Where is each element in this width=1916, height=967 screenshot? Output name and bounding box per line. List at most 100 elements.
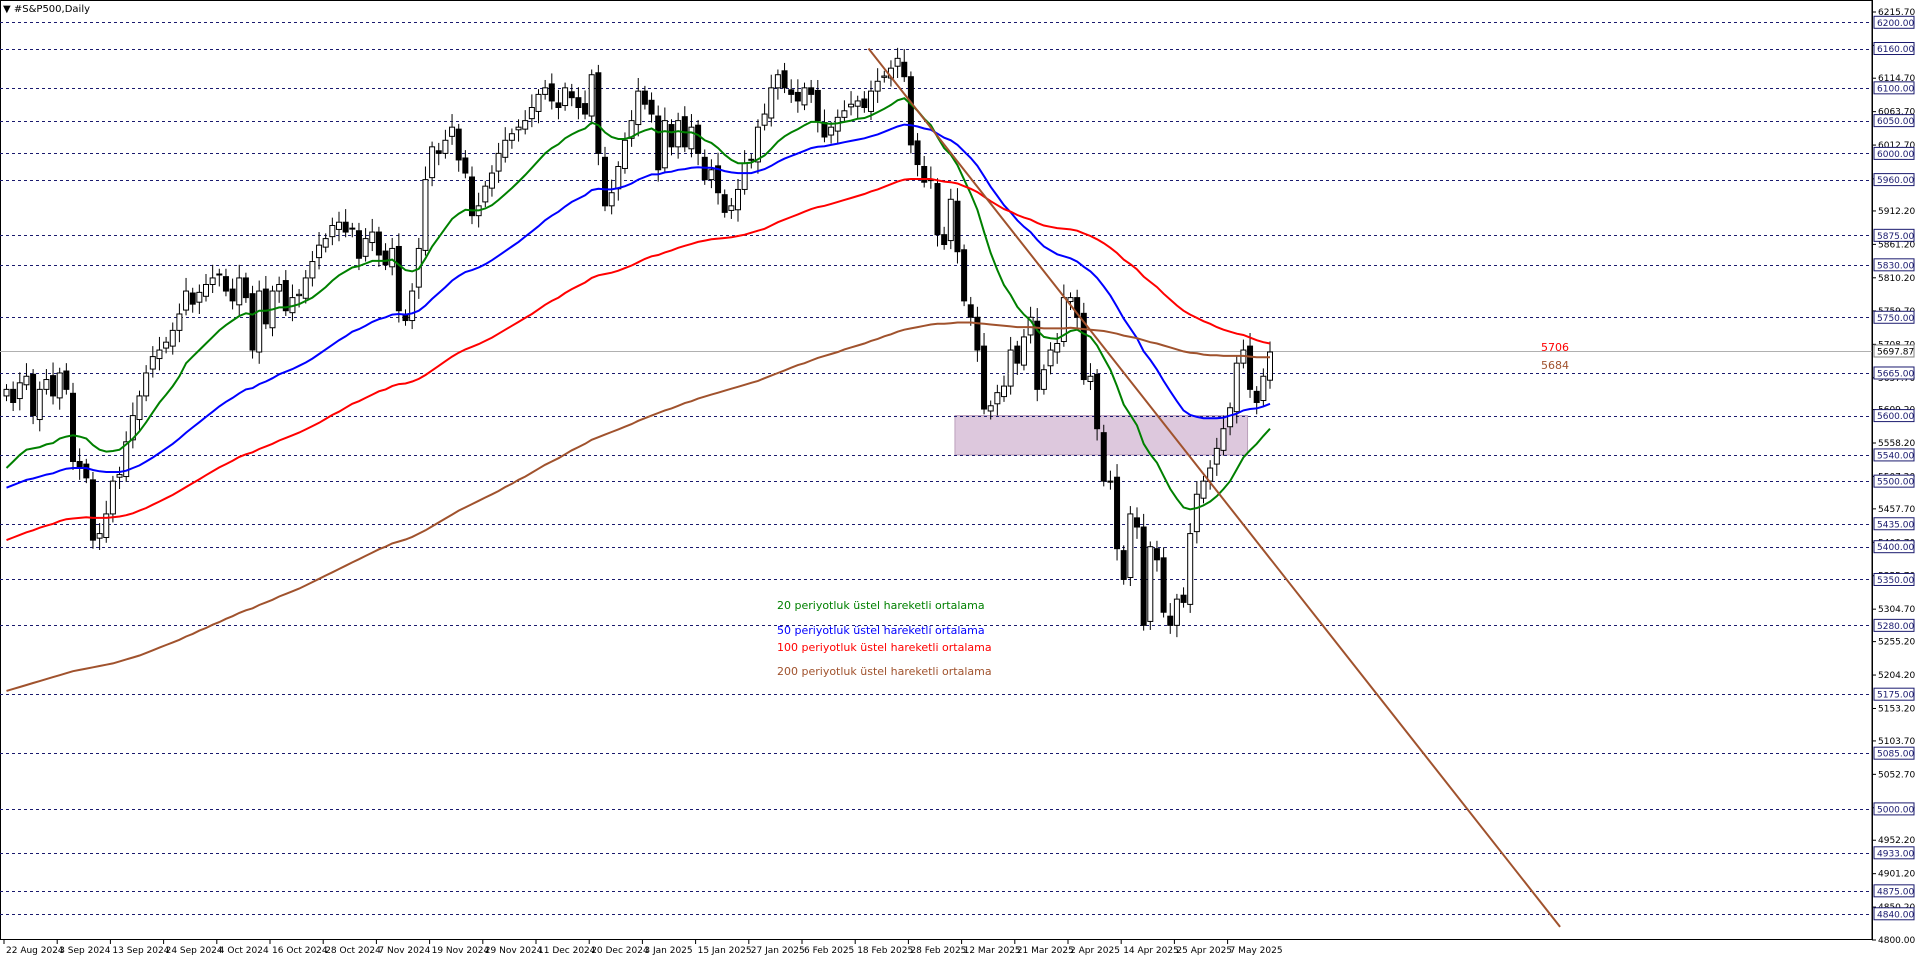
candle-body (921, 166, 928, 183)
candle-body (941, 234, 948, 246)
candle-body (801, 87, 808, 106)
candle-body (754, 126, 761, 163)
candle-body (1054, 342, 1061, 353)
price-tick-label: 5304.70 (1878, 605, 1915, 615)
candle-body (1220, 428, 1227, 451)
level-price-label-box (1873, 409, 1915, 423)
candle-body (309, 261, 316, 279)
level-price-label: 5500.00 (1877, 478, 1914, 488)
candle-body (621, 139, 628, 169)
candle-body (149, 356, 156, 370)
candle-body (1193, 493, 1200, 533)
price-tick-label: 5558.20 (1878, 439, 1915, 449)
candle-body (881, 75, 888, 78)
candle-body (894, 57, 901, 67)
time-tick-label: 22 Aug 2024 (6, 946, 64, 956)
candle-body (1080, 312, 1087, 381)
candle-body (808, 87, 815, 95)
time-tick-label: 6 Feb 2025 (804, 946, 854, 956)
level-price-label-box (1873, 228, 1915, 242)
price-tick-label: 5457.70 (1878, 505, 1915, 515)
candle-body (10, 388, 17, 403)
candle-body (43, 379, 50, 390)
candle-body (954, 200, 961, 253)
candle-body (1247, 345, 1254, 390)
price-tick-label: 6114.70 (1878, 74, 1915, 84)
candle-body (548, 83, 555, 102)
level-price-label: 6200.00 (1877, 19, 1914, 29)
candle-body (1040, 369, 1047, 390)
price-tick-label: 5204.20 (1878, 671, 1915, 681)
price-tick-label: 4952.20 (1878, 836, 1915, 846)
triangle-down-icon[interactable]: ▼ (3, 4, 11, 15)
candle-body (216, 273, 223, 276)
level-price-label: 6050.00 (1877, 117, 1914, 127)
candle-body (715, 165, 722, 194)
candle-body (1147, 546, 1154, 622)
candle-body (781, 70, 788, 89)
price-tick-label: 5103.70 (1878, 737, 1915, 747)
candle-body (1120, 550, 1127, 580)
candle-body (63, 370, 70, 390)
level-price-label: 5960.00 (1877, 176, 1914, 186)
level-price-label-box (1873, 884, 1915, 898)
candle-body (369, 231, 376, 244)
candle-body (143, 372, 150, 397)
level-price-label: 5600.00 (1877, 412, 1914, 422)
level-price-label-box (1873, 572, 1915, 586)
candle-body (203, 283, 209, 297)
candle-body (761, 113, 768, 126)
candle-body (874, 80, 881, 92)
symbol-title: #S&P500,Daily (13, 4, 91, 15)
candle-body (449, 126, 456, 137)
candle-body (868, 90, 874, 112)
candle-body (528, 107, 535, 120)
price-tick-label: 6012.70 (1878, 141, 1915, 151)
candle-body (788, 89, 795, 95)
candle-body (602, 156, 608, 207)
candle-body (462, 157, 469, 174)
candle-body (349, 227, 356, 230)
candle-body (103, 513, 110, 539)
candle-body (1180, 594, 1187, 603)
level-price-label-box (1873, 81, 1915, 95)
candle-body (768, 87, 775, 119)
level-price-label-box (1873, 846, 1915, 860)
candle-body (575, 97, 582, 109)
level-price-label-box (1873, 366, 1915, 380)
candle-body (861, 98, 868, 109)
candle-body (748, 158, 755, 161)
candle-body (1034, 320, 1041, 390)
level-price-label: 5830.00 (1877, 261, 1914, 271)
candle-body (36, 388, 43, 421)
candle-body (355, 230, 362, 259)
time-tick-label: 4 Oct 2024 (219, 946, 269, 956)
candle-body (1007, 349, 1014, 387)
current-price-box (1873, 344, 1915, 358)
candle-body (176, 313, 183, 331)
candle-body (16, 382, 23, 400)
candle-body (695, 124, 702, 154)
candle-body (967, 304, 974, 318)
time-tick-label: 25 Apr 2025 (1176, 946, 1232, 956)
candle-body (595, 72, 602, 154)
candle-body (635, 90, 642, 126)
candle-body (375, 231, 382, 256)
candle-body (1227, 407, 1234, 428)
candle-body (1233, 362, 1240, 413)
level-price-label-box (1873, 146, 1915, 160)
time-tick-label: 16 Oct 2024 (272, 946, 328, 956)
candle-body (389, 247, 396, 268)
current-price-label: 5697.87 (1877, 348, 1914, 358)
plot-border (0, 0, 1873, 940)
candle-body (555, 102, 562, 109)
level-price-label: 5435.00 (1877, 520, 1914, 530)
candle-body (661, 120, 668, 169)
candle-body (608, 192, 615, 207)
candle-body (1153, 548, 1160, 561)
candle-body (183, 290, 190, 311)
candle-body (728, 205, 735, 211)
candle-body (502, 139, 509, 158)
